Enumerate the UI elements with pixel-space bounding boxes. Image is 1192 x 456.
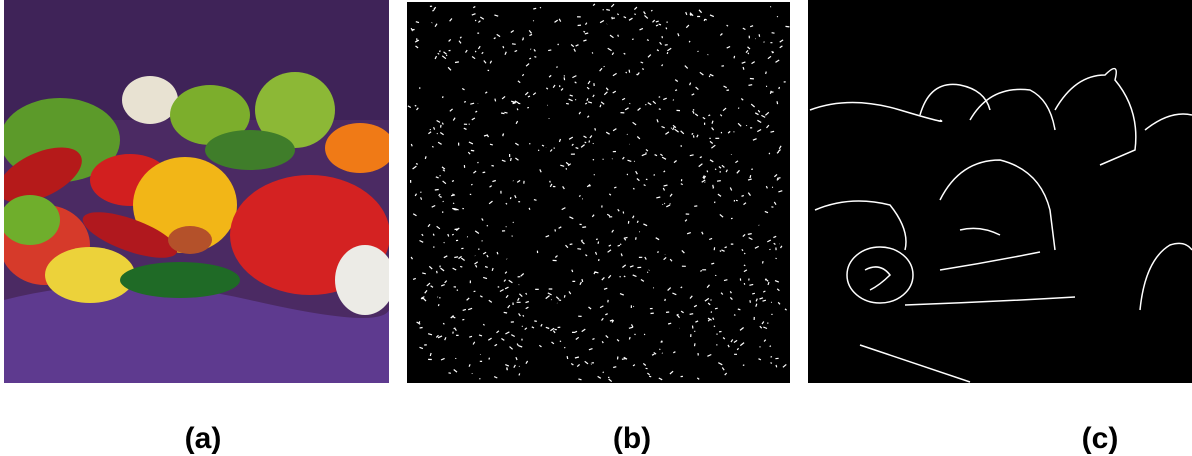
panel-label: (c) — [1082, 422, 1119, 455]
peppers-image — [0, 0, 395, 383]
edge-map-noisy — [407, 2, 790, 383]
figure: (a) (b) (c) — [0, 0, 1192, 456]
panel-label: (a) — [185, 422, 222, 455]
edge-map-clean — [808, 0, 1192, 383]
panel-label: (b) — [613, 422, 651, 455]
